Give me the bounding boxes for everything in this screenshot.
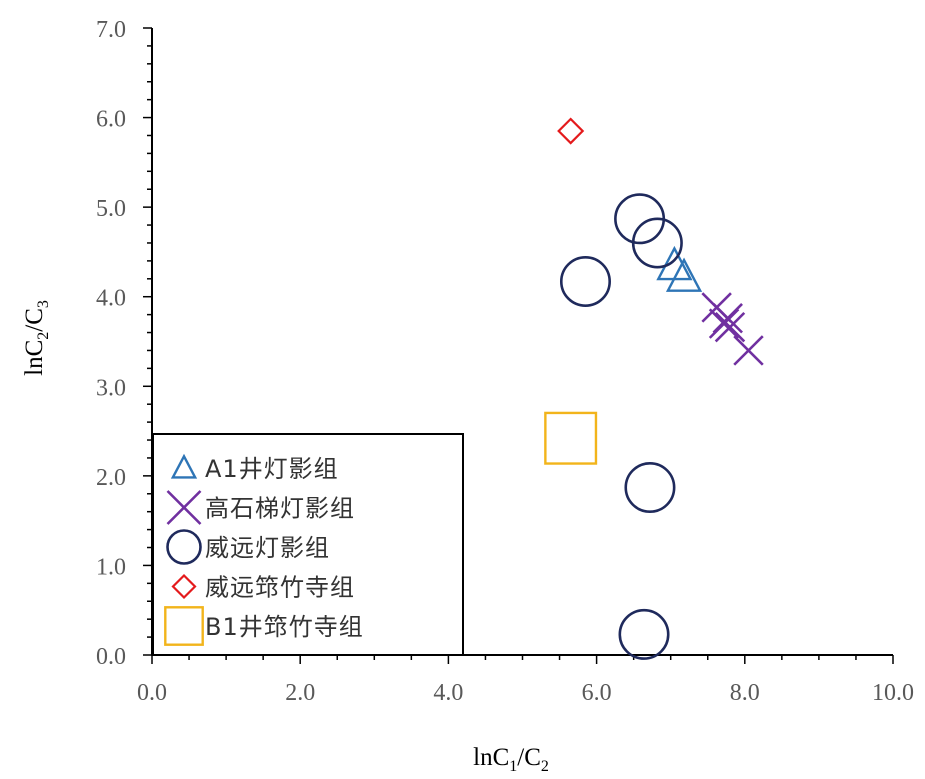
x-data-point [714, 311, 746, 343]
y-tick-label: 3.0 [96, 375, 126, 401]
circle-data-point [624, 462, 676, 514]
circle-data-point [618, 608, 670, 660]
legend-x-marker [166, 490, 202, 525]
circle-data-point [631, 217, 683, 269]
axes: 0.0 1.0 2.0 3.0 4.0 5.0 6.0 7.0 0.0 2.0 4.0 6.0 8.0 1… [96, 17, 914, 706]
legend-triangle-marker [170, 453, 198, 479]
y-tick-label: 1.0 [96, 554, 126, 580]
y-tick-label: 2.0 [96, 465, 126, 491]
legend-label: A1井灯影组 [205, 455, 339, 483]
y-tick-label: 0.0 [96, 644, 126, 670]
y-tick-label: 5.0 [96, 196, 126, 222]
triangle-data-point [665, 257, 703, 292]
legend-box [152, 433, 464, 656]
legend-label: 威远筇竹寺组 [205, 574, 355, 602]
x-tick-label: 4.0 [433, 680, 463, 706]
legend-label: 威远灯影组 [205, 534, 330, 562]
legend-label: 高石梯灯影组 [205, 495, 355, 523]
x-tick-label: 6.0 [582, 680, 612, 706]
x-axis-title: lnC1/C2 [473, 744, 549, 775]
y-tick-label: 6.0 [96, 107, 126, 133]
legend-circle-marker [166, 529, 202, 565]
y-tick-label: 7.0 [96, 17, 126, 43]
y-axis-title: lnC2/C3 [21, 300, 52, 376]
x-tick-label: 2.0 [285, 680, 315, 706]
x-tick-label: 10.0 [872, 680, 914, 706]
diamond-data-point [557, 117, 585, 145]
x-data-point [733, 335, 764, 366]
legend-label: B1井筇竹寺组 [205, 613, 364, 641]
x-tick-label: 0.0 [137, 680, 167, 706]
square-data-point [544, 411, 598, 465]
data-points [544, 117, 764, 660]
legend-square-marker [164, 606, 204, 646]
circle-data-point [559, 255, 611, 307]
legend-diamond-marker [171, 573, 197, 600]
x-tick-label: 8.0 [730, 680, 760, 706]
x-data-point [712, 302, 743, 334]
y-tick-label: 4.0 [96, 286, 126, 312]
